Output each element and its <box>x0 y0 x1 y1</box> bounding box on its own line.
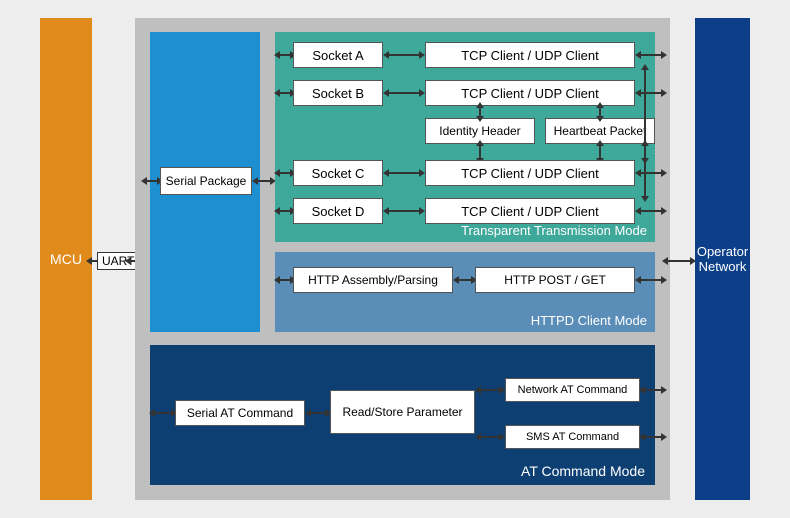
client-c-label: TCP Client / UDP Client <box>461 166 599 181</box>
arrow-netat-right <box>645 389 661 391</box>
operator-line1: Operator <box>697 244 748 259</box>
http-assembly-box: HTTP Assembly/Parsing <box>293 267 453 293</box>
readstore-label: Read/Store Parameter <box>342 405 462 419</box>
arrow-sockB-left <box>280 92 290 94</box>
arrow-smsat-right <box>645 436 661 438</box>
socket-c-label: Socket C <box>312 166 365 181</box>
arrow-http-right <box>641 279 661 281</box>
mcu-label: MCU <box>50 251 82 267</box>
arrow-center-operator <box>668 260 690 262</box>
arrow-sockA-left <box>280 54 290 56</box>
arrow-sockC-left <box>280 172 290 174</box>
arrow-at-to-sms <box>481 436 499 438</box>
at-title: AT Command Mode <box>521 463 645 479</box>
arrow-sockA-mid <box>389 54 419 56</box>
client-a-box: TCP Client / UDP Client <box>425 42 635 68</box>
arrow-http-left <box>280 279 290 281</box>
operator-block: Operator Network <box>695 18 750 500</box>
arrow-sockC-right <box>641 172 661 174</box>
client-a-label: TCP Client / UDP Client <box>461 48 599 63</box>
serial-package-box: Serial Package <box>160 167 252 195</box>
socket-a-box: Socket A <box>293 42 383 68</box>
net-at-label: Network AT Command <box>518 384 628 396</box>
readstore-box: Read/Store Parameter <box>330 390 475 434</box>
arrow-identity-up <box>479 108 481 116</box>
arrow-sockD-left <box>280 210 290 212</box>
mcu-block: MCU <box>40 18 92 500</box>
socket-b-label: Socket B <box>312 86 364 101</box>
arrow-heartbeat-down <box>599 146 601 158</box>
arrow-at-left <box>155 412 171 414</box>
arrow-sockA-right <box>641 54 661 56</box>
socket-d-label: Socket D <box>312 204 365 219</box>
sms-at-label: SMS AT Command <box>526 431 619 443</box>
sms-at-box: SMS AT Command <box>505 425 640 449</box>
serial-package-label: Serial Package <box>166 174 247 188</box>
arrow-serialpkg-left <box>147 180 157 182</box>
heartbeat-label: Heartbeat Packet <box>554 124 647 138</box>
serial-at-box: Serial AT Command <box>175 400 305 426</box>
arrow-heartbeat-up <box>599 108 601 116</box>
http-assembly-label: HTTP Assembly/Parsing <box>308 273 438 287</box>
client-d-box: TCP Client / UDP Client <box>425 198 635 224</box>
arrow-sockD-mid <box>389 210 419 212</box>
arrow-http-mid <box>459 279 471 281</box>
socket-b-box: Socket B <box>293 80 383 106</box>
arrow-clients-right-bot <box>644 146 646 196</box>
socket-a-label: Socket A <box>312 48 363 63</box>
socket-d-box: Socket D <box>293 198 383 224</box>
httpd-title: HTTPD Client Mode <box>531 313 647 328</box>
arrow-sockC-mid <box>389 172 419 174</box>
client-c-box: TCP Client / UDP Client <box>425 160 635 186</box>
client-b-label: TCP Client / UDP Client <box>461 86 599 101</box>
arrow-sockD-right <box>641 210 661 212</box>
http-postget-box: HTTP POST / GET <box>475 267 635 293</box>
arrow-identity-down <box>479 146 481 158</box>
arrow-at-to-net <box>481 389 499 391</box>
arrow-sockB-mid <box>389 92 419 94</box>
arrow-at-mid1 <box>311 412 325 414</box>
identity-label: Identity Header <box>439 124 520 138</box>
operator-line2: Network <box>699 259 747 274</box>
serial-at-label: Serial AT Command <box>187 406 293 420</box>
net-at-box: Network AT Command <box>505 378 640 402</box>
transparent-title: Transparent Transmission Mode <box>461 223 647 238</box>
arrow-serialpkg-right <box>258 180 270 182</box>
client-d-label: TCP Client / UDP Client <box>461 204 599 219</box>
socket-c-box: Socket C <box>293 160 383 186</box>
http-postget-label: HTTP POST / GET <box>504 273 606 287</box>
